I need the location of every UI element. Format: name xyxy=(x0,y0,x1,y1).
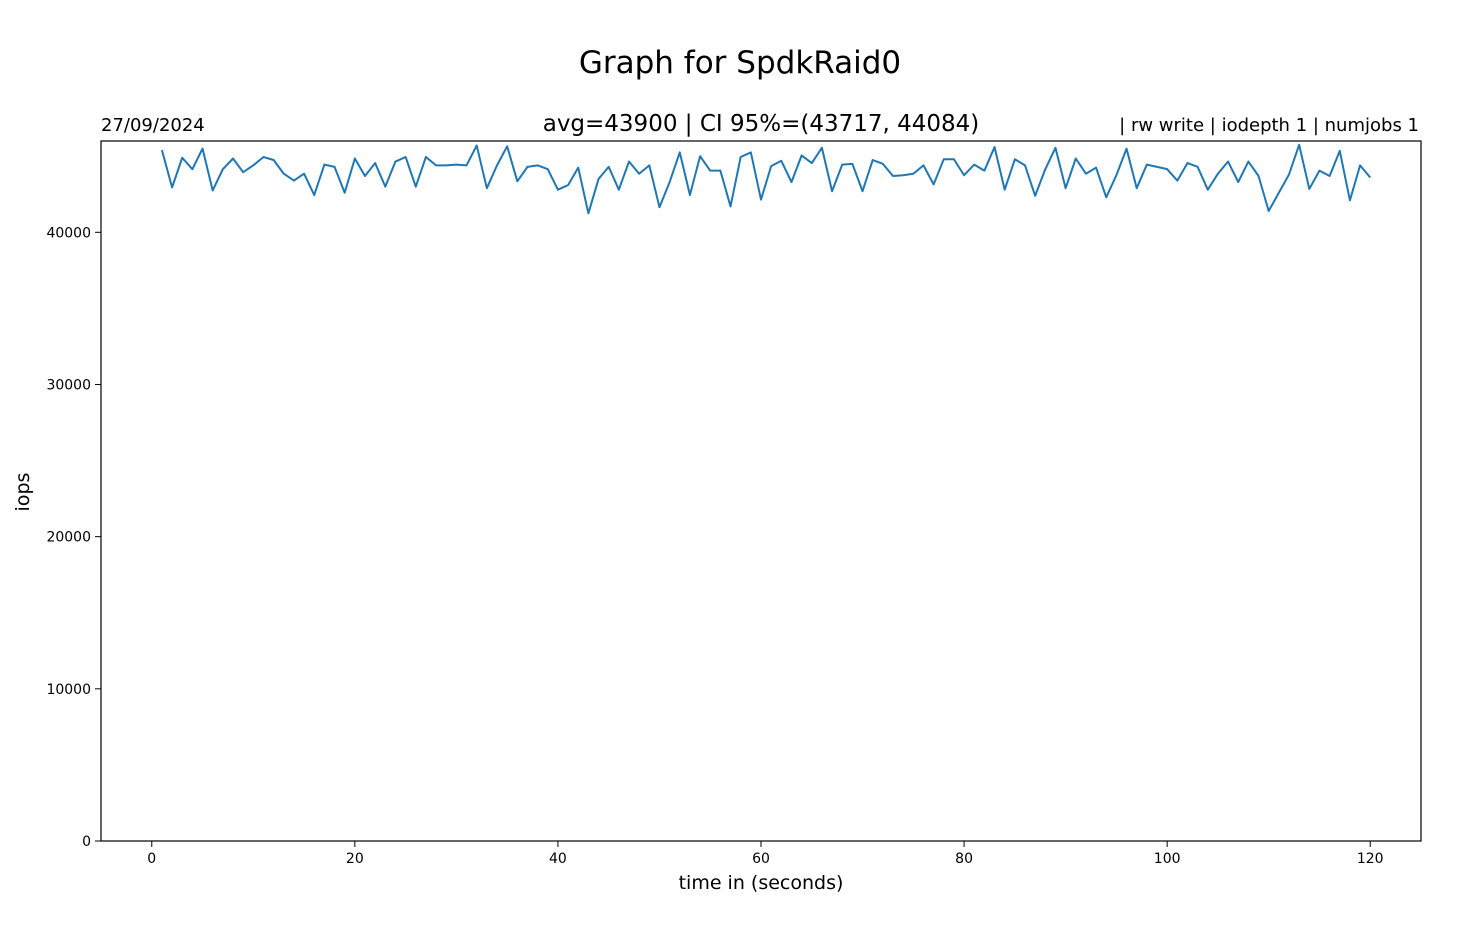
y-axis: 0 10000 20000 30000 40000 xyxy=(46,225,101,850)
y-axis-label: iops xyxy=(12,473,34,512)
y-tick-label: 0 xyxy=(82,834,91,850)
x-axis-label: time in (seconds) xyxy=(679,872,844,894)
x-tick-label: 60 xyxy=(752,851,770,867)
x-tick-label: 120 xyxy=(1357,851,1384,867)
x-tick-label: 80 xyxy=(955,851,973,867)
chart-title: Graph for SpdkRaid0 xyxy=(579,45,901,81)
params-label: | rw write | iodepth 1 | numjobs 1 xyxy=(1119,115,1419,136)
x-axis: 0 20 40 60 80 100 120 xyxy=(147,841,1384,867)
y-tick-label: 10000 xyxy=(46,682,91,698)
date-label: 27/09/2024 xyxy=(101,115,205,136)
x-tick-label: 20 xyxy=(346,851,364,867)
y-tick-label: 20000 xyxy=(46,530,91,546)
y-tick-label: 40000 xyxy=(46,225,91,241)
stats-label: avg=43900 | CI 95%=(43717, 44084) xyxy=(543,111,980,137)
x-tick-label: 40 xyxy=(549,851,567,867)
plot-frame xyxy=(100,140,1422,842)
y-tick-label: 30000 xyxy=(46,377,91,393)
series-line-0 xyxy=(160,143,1371,215)
x-tick-label: 100 xyxy=(1154,851,1181,867)
x-tick-label: 0 xyxy=(147,851,156,867)
plot-area xyxy=(100,140,1422,842)
